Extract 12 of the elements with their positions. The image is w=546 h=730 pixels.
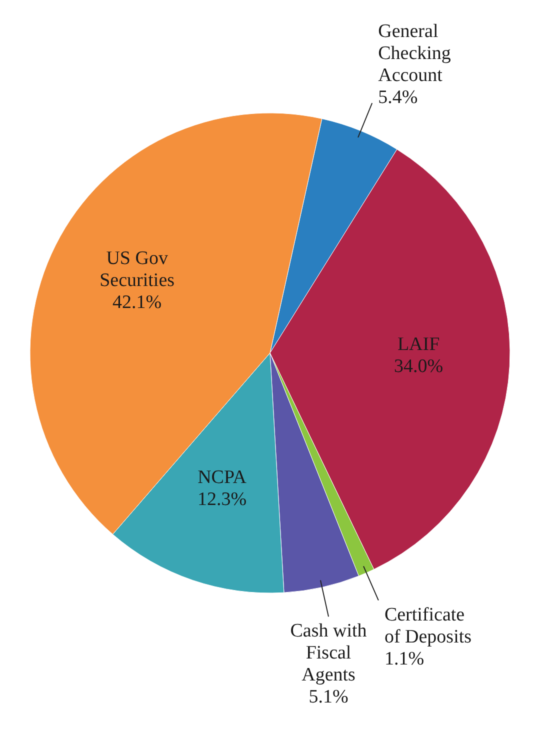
data-label: 42.1%	[112, 292, 162, 314]
data-label: 5.4%	[378, 87, 418, 108]
slice-label: NCPA	[198, 466, 247, 488]
data-label: 5.1%	[308, 686, 348, 708]
data-label: 12.3%	[198, 488, 247, 510]
data-label: 1.1%	[384, 648, 424, 670]
slice-label: US Gov Securities	[100, 248, 175, 292]
slice-label: General Checking Account	[378, 21, 452, 86]
slice-label: LAIF	[397, 334, 440, 356]
slice-label: Cash with Fiscal Agents	[290, 620, 368, 686]
slice-label: Certificate of Deposits	[384, 604, 472, 648]
data-label: 34.0%	[394, 356, 444, 378]
